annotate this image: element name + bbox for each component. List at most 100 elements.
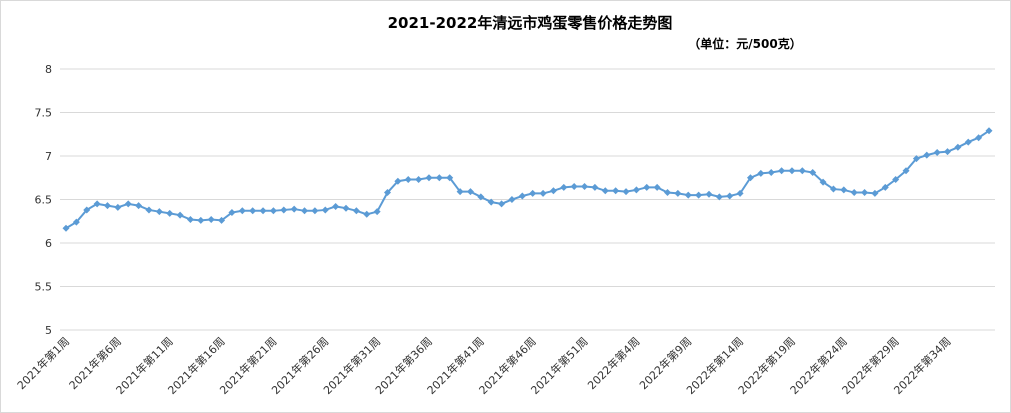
marker [280,206,288,214]
marker [301,207,309,215]
marker [228,209,236,217]
marker [809,169,817,177]
marker [570,182,578,190]
y-tick-label: 5 [45,324,52,337]
marker [798,167,806,175]
marker [290,205,298,213]
marker [83,206,91,214]
marker [363,210,371,218]
y-tick-label: 7.5 [35,107,53,120]
marker [601,187,609,195]
marker [861,189,869,197]
marker [114,203,122,211]
marker [415,175,423,183]
y-tick-label: 8 [45,63,52,76]
marker [394,177,402,185]
chart-title: 2021-2022年清远市鸡蛋零售价格走势图 [388,14,673,32]
marker [705,190,713,198]
marker [93,200,101,208]
marker [746,174,754,182]
marker [259,207,267,215]
marker [425,174,433,182]
marker [321,206,329,214]
marker [518,192,526,200]
y-tick-label: 7 [45,150,52,163]
marker [829,185,837,193]
marker [62,224,70,232]
marker [912,155,920,163]
marker [352,207,360,215]
marker [643,183,651,191]
marker [404,175,412,183]
marker [269,207,277,215]
marker [332,202,340,210]
marker [549,187,557,195]
marker [456,188,464,196]
marker [249,207,257,215]
marker [135,202,143,210]
marker [186,216,194,224]
chart-subtitle: （单位：元/500克） [688,36,801,51]
marker [591,183,599,191]
marker [850,189,858,197]
marker [757,169,765,177]
marker [892,175,900,183]
y-tick-label: 5.5 [35,281,53,294]
marker [788,167,796,175]
marker [674,189,682,197]
marker [435,174,443,182]
marker [923,151,931,159]
marker [954,143,962,151]
marker [726,192,734,200]
y-tick-label: 6 [45,237,52,250]
marker [238,207,246,215]
marker [207,216,215,224]
marker [446,174,454,182]
marker [684,191,692,199]
marker [466,188,474,196]
marker [944,148,952,156]
marker [124,200,132,208]
marker [560,183,568,191]
marker [695,191,703,199]
marker [736,189,744,197]
marker [508,196,516,203]
marker [881,183,889,191]
marker [487,198,495,206]
marker [218,216,226,224]
marker [103,202,111,210]
marker [964,138,972,146]
marker [767,169,775,177]
marker [985,127,993,135]
marker [840,186,848,194]
marker [612,187,620,195]
marker [581,182,589,190]
marker [342,204,350,212]
marker [72,218,80,226]
marker [819,178,827,186]
marker [176,211,184,219]
marker [383,189,391,197]
marker [155,208,163,216]
marker [975,134,983,142]
marker [539,189,547,197]
marker [933,149,941,157]
marker [197,216,205,224]
marker [373,208,381,216]
marker [477,193,485,201]
marker [715,193,723,201]
marker [529,189,537,197]
marker [498,200,506,208]
marker [622,188,630,196]
y-tick-label: 6.5 [35,194,53,207]
marker [778,167,786,175]
marker [145,206,153,214]
marker [311,207,319,215]
marker [632,186,640,194]
marker [653,183,661,191]
marker [166,209,174,217]
marker [664,189,672,197]
marker [871,189,879,197]
